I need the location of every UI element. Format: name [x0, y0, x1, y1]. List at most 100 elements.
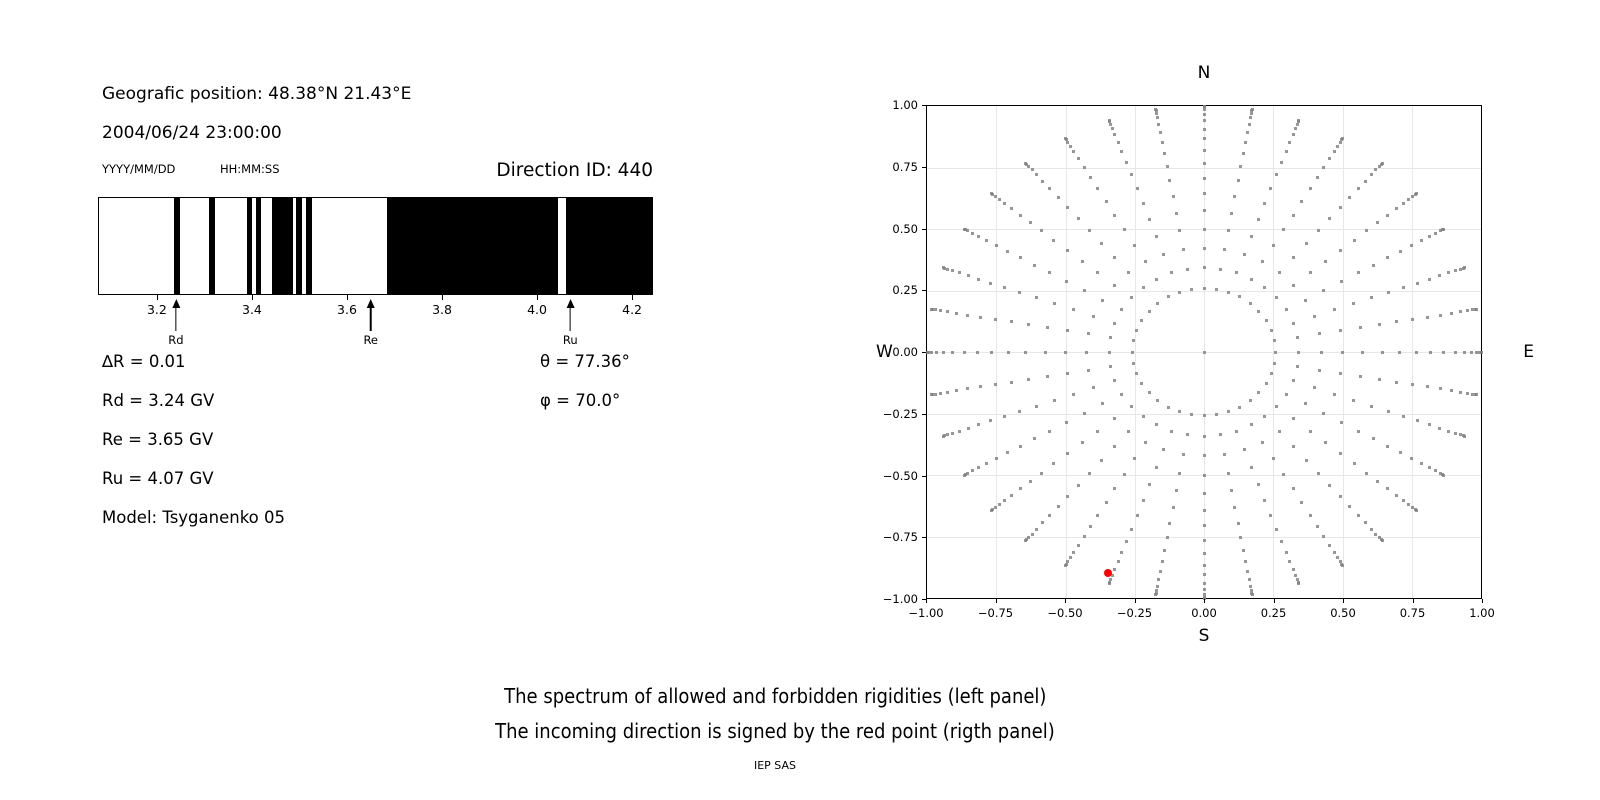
direction-dot [1398, 350, 1402, 354]
direction-dot [1160, 560, 1164, 564]
direction-dot [1386, 444, 1390, 448]
direction-dot [942, 350, 946, 354]
angle-list: θ = 77.36° φ = 70.0° [540, 349, 630, 427]
direction-dot [1202, 552, 1206, 555]
direction-dot [1386, 487, 1390, 491]
direction-dot [1315, 525, 1319, 528]
direction-dot [1294, 127, 1297, 131]
x-axis-tick [1273, 599, 1275, 603]
direction-dot [997, 197, 1001, 201]
direction-dot [1109, 122, 1113, 126]
direction-dot [1035, 296, 1039, 300]
direction-dot [1377, 323, 1381, 327]
direction-dot [1427, 423, 1431, 427]
direction-dot [1291, 213, 1295, 217]
direction-dot [1356, 429, 1360, 433]
direction-dot [1158, 570, 1162, 574]
direction-dot [1129, 173, 1133, 177]
x-axis-tick [1343, 599, 1344, 603]
x-axis-tick-label: 4.2 [622, 302, 643, 317]
direction-dot [1338, 248, 1342, 252]
direction-dot [1297, 350, 1301, 354]
direction-dot [1291, 321, 1295, 325]
direction-dot [977, 466, 981, 470]
direction-dot [1214, 413, 1218, 417]
direction-dot [1369, 404, 1373, 408]
direction-dot [1401, 201, 1405, 205]
direction-dot [1024, 350, 1028, 354]
direction-dot [1374, 168, 1378, 172]
direction-dot [1475, 393, 1479, 397]
direction-dot [1316, 471, 1320, 475]
direction-dot [1377, 536, 1381, 540]
direction-dot [1249, 111, 1253, 115]
direction-dot [1356, 513, 1360, 517]
direction-dot [1372, 437, 1376, 441]
direction-dot [1458, 267, 1462, 271]
direction-dot [1238, 405, 1242, 409]
direction-dot [1141, 414, 1145, 418]
direction-dot [1447, 429, 1451, 433]
direction-dot [1072, 550, 1076, 554]
direction-dot [1113, 379, 1117, 383]
direction-dot [1064, 563, 1067, 567]
direction-dot [1053, 398, 1057, 402]
x-axis-tick [346, 295, 348, 300]
direction-dot [1202, 108, 1206, 112]
direction-dot [1377, 377, 1381, 381]
direction-dot [1168, 179, 1172, 183]
direction-dot [1269, 187, 1273, 191]
direction-dot [1271, 457, 1275, 461]
direction-dot [1202, 414, 1206, 418]
direction-dot [1082, 412, 1086, 415]
direction-dot [951, 350, 955, 354]
red-incoming-direction-point [1104, 569, 1113, 578]
up-arrow-icon [566, 299, 575, 308]
direction-dot [1475, 350, 1479, 354]
direction-dot [1048, 187, 1052, 191]
direction-dot [1156, 399, 1160, 403]
direction-dot [1064, 279, 1068, 283]
direction-dot [1155, 423, 1159, 427]
direction-dot [1202, 524, 1206, 528]
x-axis-tick [995, 599, 997, 603]
direction-dot [1110, 127, 1114, 131]
direction-dot [1438, 387, 1442, 391]
direction-dot [1284, 392, 1288, 396]
direction-dot [1107, 581, 1111, 585]
direction-dot [946, 267, 950, 271]
direction-dot [1171, 194, 1175, 198]
direction-dot [1275, 404, 1279, 408]
direction-dot [1248, 584, 1252, 588]
x-axis-tick-label: −0.25 [1116, 606, 1153, 620]
direction-dot [1202, 176, 1206, 180]
direction-dot [1155, 111, 1159, 115]
y-axis-tick [922, 228, 926, 230]
direction-dot [1162, 448, 1166, 452]
direction-dot [1129, 527, 1133, 531]
grid-line [927, 290, 1481, 292]
direction-dot [975, 350, 979, 354]
direction-dot [1401, 499, 1405, 503]
direction-dot [1113, 321, 1117, 325]
direction-dot [1288, 140, 1292, 144]
direction-dot [1003, 414, 1007, 418]
direction-dot [1005, 249, 1009, 253]
direction-dot [1116, 560, 1120, 563]
direction-dot [1395, 380, 1399, 384]
direction-dot [1104, 199, 1108, 203]
direction-dot [962, 350, 966, 354]
direction-dot [1156, 116, 1160, 120]
direction-dot [1202, 350, 1206, 354]
direction-dot [1479, 350, 1483, 354]
direction-dot [1154, 592, 1158, 596]
direction-dot [1133, 243, 1137, 247]
direction-dot [946, 390, 950, 394]
direction-dot [1365, 229, 1369, 233]
direction-dot [1291, 444, 1295, 448]
direction-dot [993, 194, 997, 198]
direction-dot [1202, 592, 1206, 596]
direction-dot [1338, 371, 1342, 375]
direction-dot [1303, 402, 1307, 406]
direction-dot [1024, 538, 1028, 542]
